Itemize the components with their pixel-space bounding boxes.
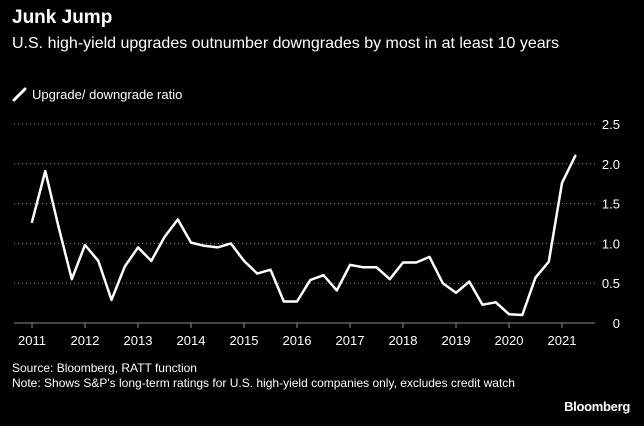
x-tick-label: 2018 xyxy=(389,333,418,348)
x-tick-label: 2019 xyxy=(442,333,471,348)
x-tick-label: 2020 xyxy=(495,333,524,348)
y-tick-label: 0.5 xyxy=(602,276,620,291)
bloomberg-logo: Bloomberg xyxy=(564,399,630,414)
legend-line-icon xyxy=(12,87,27,102)
legend: Upgrade/ downgrade ratio xyxy=(12,86,182,102)
x-tick-label: 2015 xyxy=(230,333,259,348)
legend-label: Upgrade/ downgrade ratio xyxy=(32,86,183,102)
footnote: Note: Shows S&P's long-term ratings for … xyxy=(12,376,515,390)
y-tick-label: 2.0 xyxy=(602,157,620,172)
x-tick-label: 2012 xyxy=(71,333,100,348)
x-tick-label: 2011 xyxy=(18,333,46,348)
x-tick-label: 2014 xyxy=(177,333,206,348)
x-axis-ticks: 2011 2012 2013 2014 2015 2016 2017 2018 2019 2020… xyxy=(18,323,576,348)
series-line xyxy=(30,154,577,317)
x-tick-label: 2016 xyxy=(283,333,312,348)
chart-title: Junk Jump xyxy=(12,7,113,28)
y-tick-label: 1.0 xyxy=(602,236,620,251)
y-axis-ticks: 0 0.5 1.0 1.5 2.0 2.5 xyxy=(602,117,620,331)
y-tick-label: 1.5 xyxy=(602,197,620,212)
x-tick-label: 2021 xyxy=(548,333,577,348)
x-tick-label: 2017 xyxy=(336,333,365,348)
chart-subtitle: U.S. high-yield upgrades outnumber downg… xyxy=(12,35,559,52)
source-note: Source: Bloomberg, RATT function xyxy=(12,361,197,375)
footer: Source: Bloomberg, RATT function Note: S… xyxy=(12,361,515,391)
grid-lines xyxy=(14,123,595,324)
series-layer xyxy=(30,154,577,317)
x-tick-label: 2013 xyxy=(124,333,153,348)
y-tick-label: 2.5 xyxy=(602,117,620,132)
y-tick-label: 0 xyxy=(613,316,620,331)
